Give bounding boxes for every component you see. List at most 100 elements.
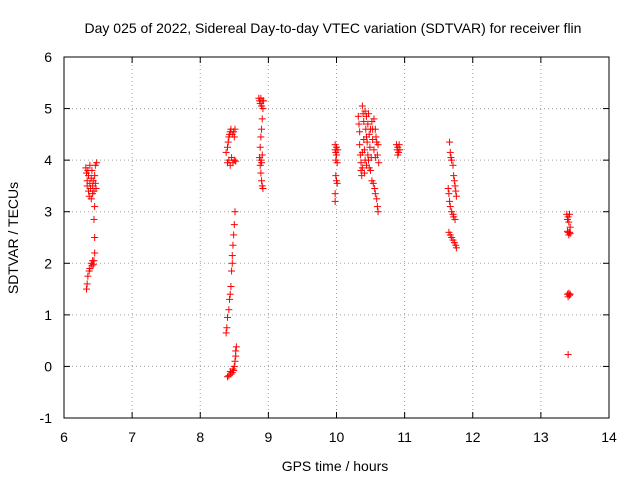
data-point [371,190,379,198]
data-point [333,151,340,159]
data-point [226,295,234,303]
x-tick-label: 14 [601,429,617,445]
chart-title: Day 025 of 2022, Sidereal Day-to-day VTE… [85,20,582,36]
data-point [227,282,235,290]
data-point [334,146,342,154]
data-point [372,133,380,141]
data-point [373,203,381,211]
data-point [367,166,375,174]
data-point [259,105,267,113]
data-point [446,138,454,146]
data-point [358,164,366,172]
data-point [332,172,340,180]
y-tick-label: 0 [44,358,52,374]
data-point [222,329,230,337]
data-point [354,112,362,120]
data-point [231,357,239,365]
data-point [91,234,99,241]
data-point [225,372,233,380]
data-point [360,169,368,177]
data-point [258,115,266,123]
data-point [565,291,573,299]
data-point [92,185,100,193]
x-tick-label: 13 [533,429,549,445]
data-point [565,210,573,218]
data-point [230,133,238,141]
data-point [370,146,378,154]
data-point [230,156,238,164]
data-point [87,259,95,267]
data-points [82,94,574,381]
data-point [331,197,339,205]
data-point [363,138,371,146]
data-point [446,148,454,156]
y-tick-label: 6 [44,49,52,65]
data-point [85,267,93,275]
data-point [88,166,96,174]
data-point [450,177,458,185]
y-tick-label: -1 [40,410,53,426]
data-point [91,172,99,180]
data-point [446,197,454,205]
x-axis-title: GPS time / hours [282,458,389,474]
data-point [444,185,452,193]
data-point [83,280,91,288]
data-point [446,203,454,211]
data-point [396,146,404,154]
y-tick-label: 5 [44,101,52,117]
data-point [452,244,460,252]
data-point [224,143,231,151]
data-point [87,195,95,203]
data-point [230,221,238,229]
data-point [229,365,237,373]
data-point [355,120,363,128]
data-point [448,156,456,164]
data-point [260,97,268,105]
x-tick-label: 7 [128,429,136,445]
data-point [232,157,240,165]
data-point [228,252,236,260]
y-tick-label: 1 [44,307,52,323]
x-tick-label: 11 [397,429,412,445]
data-point [360,117,368,125]
data-point [374,208,382,216]
data-point [452,187,460,195]
data-point [90,215,98,223]
data-point [450,172,458,180]
data-point [451,215,459,223]
data-point [258,125,266,133]
y-tick-label: 2 [44,255,52,271]
data-point [257,169,265,177]
data-point [225,306,233,314]
data-point [452,192,460,200]
data-point [373,138,381,146]
data-point [370,115,378,123]
data-point [564,351,572,359]
data-point [231,125,239,133]
data-point [91,249,99,257]
data-point [333,159,341,167]
data-point [358,102,366,110]
data-point [222,148,230,156]
data-point [563,227,571,235]
data-point [229,241,237,249]
x-tick-label: 9 [264,429,272,445]
data-point [331,190,339,198]
data-point [256,143,264,151]
data-point [258,151,266,159]
data-point [565,218,573,226]
data-point [445,190,453,198]
data-point [358,148,366,156]
data-point [371,154,379,162]
data-point [230,231,238,239]
data-point [259,185,267,193]
data-point [232,347,240,355]
x-tick-label: 10 [329,429,345,445]
y-tick-label: 3 [44,204,52,220]
data-point [223,324,231,332]
x-tick-label: 6 [60,429,68,445]
data-point [224,313,231,321]
data-point [357,159,365,167]
data-point [84,272,92,280]
